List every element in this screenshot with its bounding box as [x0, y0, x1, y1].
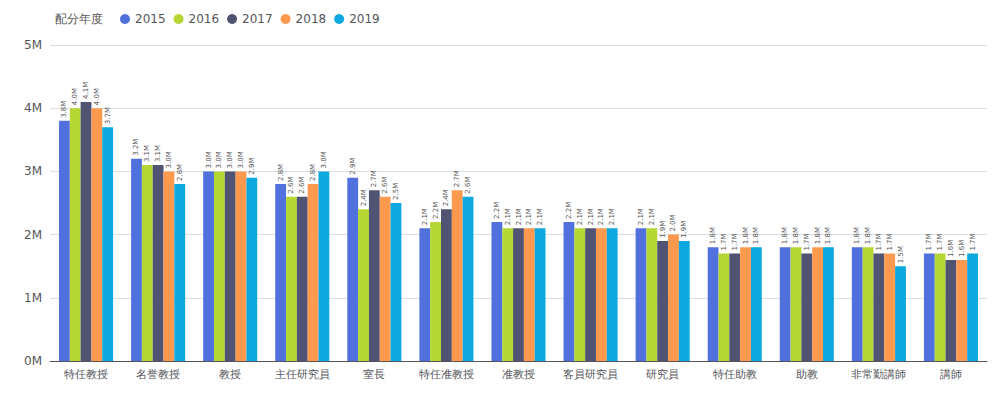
svg-text:1.7M: 1.7M: [731, 233, 739, 250]
svg-text:3M: 3M: [24, 164, 42, 178]
svg-text:3.1M: 3.1M: [154, 145, 162, 162]
svg-text:1.7M: 1.7M: [875, 233, 883, 250]
svg-text:2.1M: 2.1M: [648, 208, 656, 225]
svg-text:講師: 講師: [940, 368, 962, 381]
svg-text:1.6M: 1.6M: [958, 240, 966, 257]
svg-text:1.8M: 1.8M: [824, 227, 832, 244]
svg-text:研究員: 研究員: [646, 368, 679, 381]
svg-text:2.1M: 2.1M: [536, 208, 544, 225]
svg-text:2.4M: 2.4M: [442, 189, 450, 206]
svg-text:2.7M: 2.7M: [370, 170, 378, 187]
svg-text:2.9M: 2.9M: [248, 158, 256, 175]
svg-text:2.1M: 2.1M: [515, 208, 523, 225]
svg-text:教授: 教授: [219, 368, 241, 381]
svg-text:2.8M: 2.8M: [309, 164, 317, 181]
svg-text:1.8M: 1.8M: [853, 227, 861, 244]
svg-text:3.0M: 3.0M: [215, 151, 223, 168]
svg-text:1.8M: 1.8M: [864, 227, 872, 244]
svg-text:2.6M: 2.6M: [464, 177, 472, 194]
svg-text:2.5M: 2.5M: [392, 183, 400, 200]
svg-text:2.1M: 2.1M: [597, 208, 605, 225]
svg-text:2.2M: 2.2M: [493, 202, 501, 219]
svg-text:1.6M: 1.6M: [947, 240, 955, 257]
svg-text:2.1M: 2.1M: [637, 208, 645, 225]
svg-text:1.9M: 1.9M: [659, 221, 667, 238]
svg-text:4M: 4M: [24, 101, 42, 115]
svg-text:3.0M: 3.0M: [226, 151, 234, 168]
svg-text:0M: 0M: [24, 354, 42, 368]
svg-text:2.6M: 2.6M: [287, 177, 295, 194]
svg-text:1.8M: 1.8M: [781, 227, 789, 244]
svg-text:4.0M: 4.0M: [71, 88, 79, 105]
svg-text:2.1M: 2.1M: [525, 208, 533, 225]
svg-text:准教授: 准教授: [502, 368, 535, 381]
svg-text:2.1M: 2.1M: [421, 208, 429, 225]
svg-text:3.1M: 3.1M: [143, 145, 151, 162]
svg-text:特任教授: 特任教授: [64, 368, 108, 381]
svg-text:3.2M: 3.2M: [132, 139, 140, 156]
svg-text:2.9M: 2.9M: [349, 158, 357, 175]
svg-text:2.4M: 2.4M: [360, 189, 368, 206]
svg-text:1.8M: 1.8M: [752, 227, 760, 244]
svg-text:2M: 2M: [24, 228, 42, 242]
svg-text:2019: 2019: [349, 12, 380, 26]
svg-text:1.9M: 1.9M: [680, 221, 688, 238]
svg-text:助教: 助教: [796, 368, 818, 381]
svg-text:3.8M: 3.8M: [60, 101, 68, 118]
svg-text:2.1M: 2.1M: [504, 208, 512, 225]
svg-text:2.0M: 2.0M: [669, 214, 677, 231]
svg-text:1.5M: 1.5M: [897, 246, 905, 263]
svg-text:3.0M: 3.0M: [165, 151, 173, 168]
svg-text:室長: 室長: [363, 368, 385, 381]
svg-text:2016: 2016: [189, 12, 220, 26]
svg-text:1M: 1M: [24, 291, 42, 305]
svg-text:2.6M: 2.6M: [298, 177, 306, 194]
svg-text:2018: 2018: [296, 12, 327, 26]
svg-text:特任准教授: 特任准教授: [419, 368, 474, 381]
svg-text:主任研究員: 主任研究員: [275, 368, 330, 381]
svg-text:2.1M: 2.1M: [576, 208, 584, 225]
svg-text:3.0M: 3.0M: [237, 151, 245, 168]
svg-text:3.0M: 3.0M: [320, 151, 328, 168]
svg-text:2.6M: 2.6M: [381, 177, 389, 194]
svg-text:名誉教授: 名誉教授: [136, 368, 180, 381]
svg-text:2017: 2017: [242, 12, 273, 26]
svg-text:非常勤講師: 非常勤講師: [851, 368, 906, 381]
svg-text:3.7M: 3.7M: [104, 107, 112, 124]
svg-text:5M: 5M: [24, 38, 42, 52]
svg-text:1.7M: 1.7M: [720, 233, 728, 250]
svg-text:特任助教: 特任助教: [713, 368, 757, 381]
svg-text:1.7M: 1.7M: [925, 233, 933, 250]
svg-text:1.8M: 1.8M: [814, 227, 822, 244]
svg-text:2015: 2015: [135, 12, 166, 26]
svg-text:4.0M: 4.0M: [93, 88, 101, 105]
svg-text:1.8M: 1.8M: [742, 227, 750, 244]
svg-text:3.0M: 3.0M: [205, 151, 213, 168]
svg-text:客員研究員: 客員研究員: [563, 368, 618, 381]
svg-text:2.1M: 2.1M: [608, 208, 616, 225]
svg-text:1.8M: 1.8M: [709, 227, 717, 244]
svg-text:1.7M: 1.7M: [803, 233, 811, 250]
svg-text:2.8M: 2.8M: [176, 164, 184, 181]
svg-text:2.2M: 2.2M: [565, 202, 573, 219]
svg-text:4.1M: 4.1M: [82, 82, 90, 99]
svg-text:2.8M: 2.8M: [277, 164, 285, 181]
svg-text:2.7M: 2.7M: [453, 170, 461, 187]
svg-text:配分年度: 配分年度: [55, 12, 103, 26]
svg-text:2.2M: 2.2M: [432, 202, 440, 219]
svg-text:1.7M: 1.7M: [969, 233, 977, 250]
svg-text:2.1M: 2.1M: [587, 208, 595, 225]
svg-text:1.7M: 1.7M: [936, 233, 944, 250]
svg-text:1.8M: 1.8M: [792, 227, 800, 244]
svg-text:1.7M: 1.7M: [886, 233, 894, 250]
